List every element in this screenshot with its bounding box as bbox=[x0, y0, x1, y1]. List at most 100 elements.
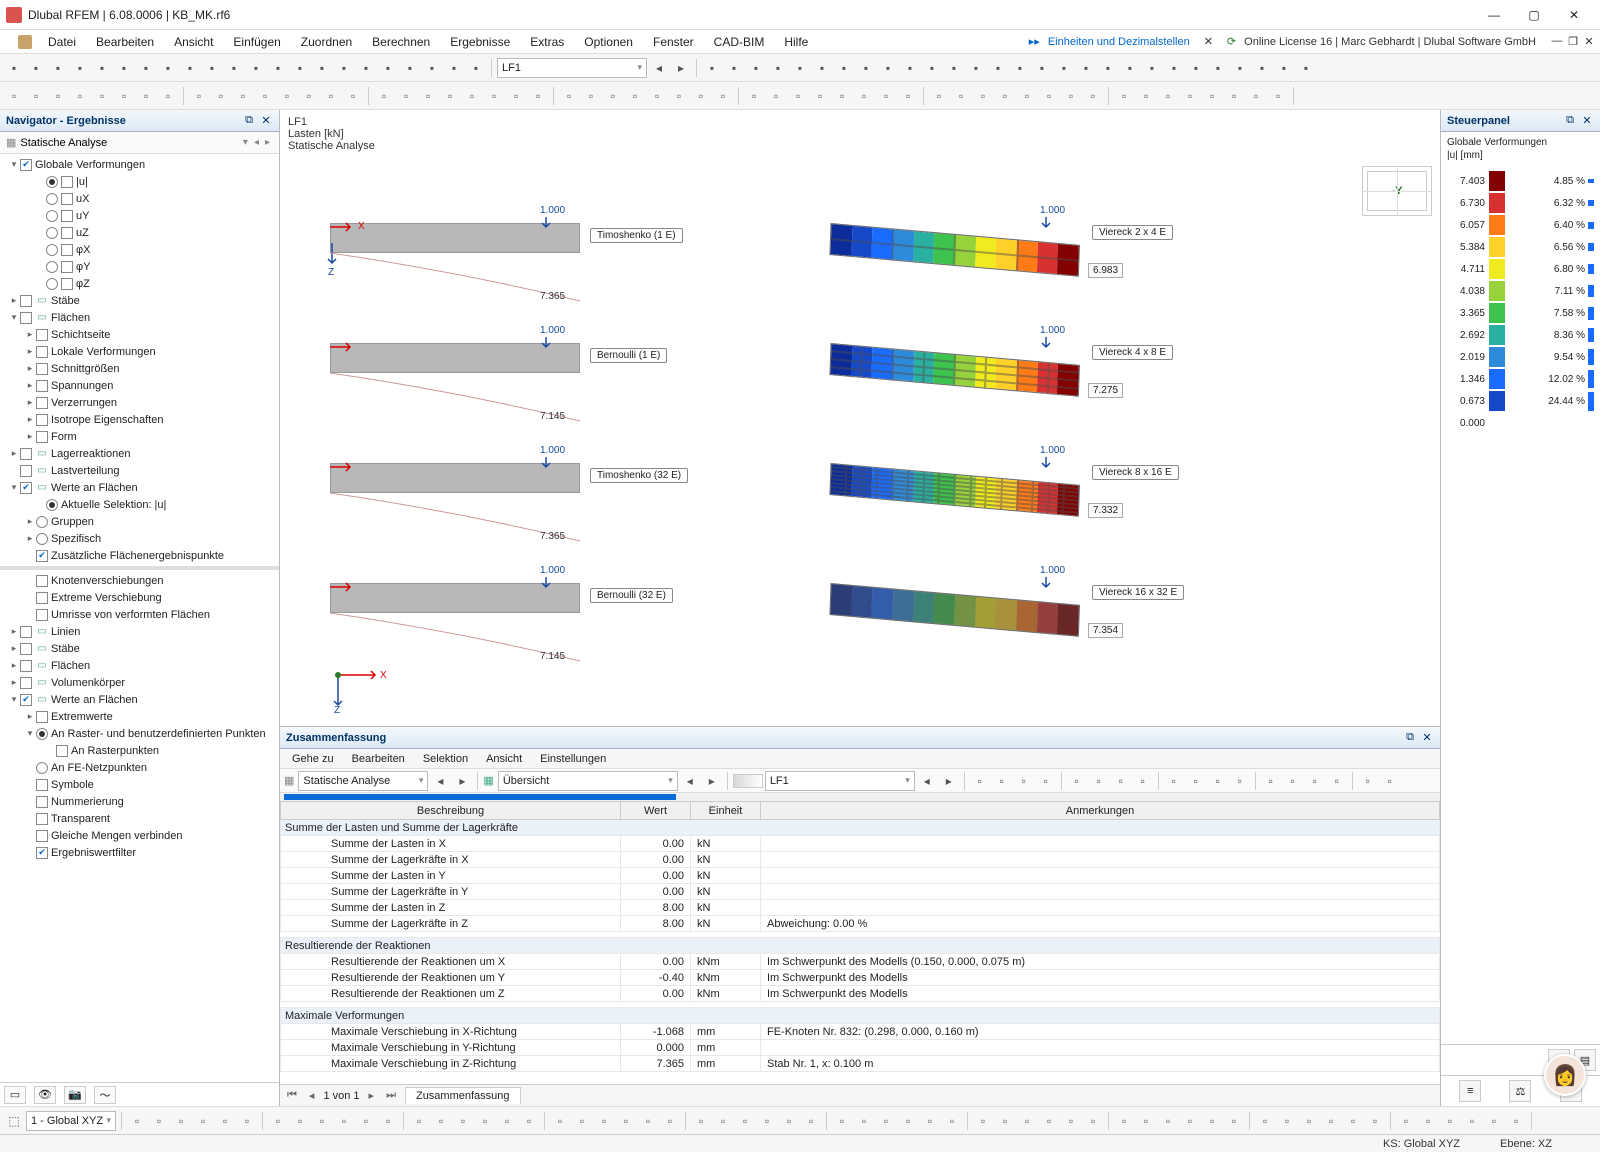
btm-btn-24[interactable]: ▫ bbox=[691, 1111, 711, 1131]
table-row[interactable]: Resultierende der Reaktionen um Z0.00kNm… bbox=[281, 986, 1440, 1002]
tb2-btn-44[interactable]: ▫ bbox=[1017, 86, 1037, 106]
tb2-btn-29[interactable]: ▫ bbox=[669, 86, 689, 106]
btm-btn-54[interactable]: ▫ bbox=[1396, 1111, 1416, 1131]
tb1-btn-b2[interactable]: ▪ bbox=[746, 58, 766, 78]
nav-pin[interactable]: ⧉ bbox=[242, 114, 256, 127]
table-row[interactable]: Maximale Verschiebung in X-Richtung-1.06… bbox=[281, 1024, 1440, 1040]
summary-close[interactable]: ✕ bbox=[1420, 731, 1434, 744]
btm-btn-36[interactable]: ▫ bbox=[973, 1111, 993, 1131]
tb2-btn-5[interactable]: ▫ bbox=[114, 86, 134, 106]
tree-item[interactable]: Transparent bbox=[0, 810, 279, 827]
summary-menu-bearbeiten[interactable]: Bearbeiten bbox=[344, 751, 413, 767]
tree-checkbox[interactable] bbox=[36, 813, 48, 825]
tree-item[interactable]: ▸Schichtseite bbox=[0, 326, 279, 343]
tree-checkbox[interactable] bbox=[61, 227, 73, 239]
tb2-btn-20[interactable]: ▫ bbox=[462, 86, 482, 106]
nav-combo-next[interactable]: ▸ bbox=[262, 137, 273, 148]
tree-item[interactable]: Nummerierung bbox=[0, 793, 279, 810]
tb2-btn-32[interactable]: ▫ bbox=[744, 86, 764, 106]
tree-checkbox[interactable] bbox=[20, 159, 32, 171]
page-prev[interactable]: ◂ bbox=[306, 1089, 318, 1102]
tb2-btn-48[interactable]: ▫ bbox=[1114, 86, 1134, 106]
stb-btn-12[interactable]: ▫ bbox=[1261, 771, 1281, 791]
units-close[interactable]: ✕ bbox=[1198, 35, 1219, 48]
tree-checkbox[interactable] bbox=[36, 329, 48, 341]
summary-menu-selektion[interactable]: Selektion bbox=[415, 751, 476, 767]
tree-item[interactable]: uX bbox=[0, 190, 279, 207]
tb1-btn-b13[interactable]: ▪ bbox=[988, 58, 1008, 78]
rpanel-close[interactable]: ✕ bbox=[1580, 114, 1594, 127]
table-row[interactable]: Maximale Verschiebung in Z-Richtung7.365… bbox=[281, 1056, 1440, 1072]
tb1-btn-b17[interactable]: ▪ bbox=[1076, 58, 1096, 78]
support-avatar[interactable]: 👩 bbox=[1544, 1054, 1586, 1096]
tb1-btn-b10[interactable]: ▪ bbox=[922, 58, 942, 78]
tb1-btn-b15[interactable]: ▪ bbox=[1032, 58, 1052, 78]
tb1-btn-18[interactable]: ▪ bbox=[400, 58, 420, 78]
tree-checkbox[interactable] bbox=[20, 643, 32, 655]
btm-btn-0[interactable]: ▫ bbox=[127, 1111, 147, 1131]
viewport[interactable]: LF1 Lasten [kN] Statische Analyse -Y 1.0… bbox=[280, 110, 1440, 726]
mdi-minimize[interactable]: — bbox=[1550, 35, 1564, 48]
tree-checkbox[interactable] bbox=[61, 193, 73, 205]
tree-item[interactable]: ▭Lastverteilung bbox=[0, 462, 279, 479]
tree-item[interactable]: Zusätzliche Flächenergebnispunkte bbox=[0, 547, 279, 564]
tb2-btn-25[interactable]: ▫ bbox=[581, 86, 601, 106]
tree-item[interactable]: ▸Lokale Verformungen bbox=[0, 343, 279, 360]
tree-checkbox[interactable] bbox=[20, 482, 32, 494]
tree-radio[interactable] bbox=[46, 278, 58, 290]
stb-btn-0[interactable]: ▫ bbox=[970, 771, 990, 791]
btm-btn-18[interactable]: ▫ bbox=[550, 1111, 570, 1131]
tree-radio[interactable] bbox=[36, 516, 48, 528]
btm-icon-1[interactable]: ⬚ bbox=[4, 1111, 24, 1131]
tree-radio[interactable] bbox=[46, 176, 58, 188]
tb2-btn-51[interactable]: ▫ bbox=[1180, 86, 1200, 106]
btm-btn-9[interactable]: ▫ bbox=[334, 1111, 354, 1131]
tb2-btn-30[interactable]: ▫ bbox=[691, 86, 711, 106]
sc3-prev[interactable]: ◂ bbox=[917, 771, 937, 791]
tb2-btn-35[interactable]: ▫ bbox=[810, 86, 830, 106]
tb2-btn-37[interactable]: ▫ bbox=[854, 86, 874, 106]
tree-item[interactable]: Umrisse von verformten Flächen bbox=[0, 606, 279, 623]
stb-btn-11[interactable]: ▫ bbox=[1230, 771, 1250, 791]
tb2-btn-41[interactable]: ▫ bbox=[951, 86, 971, 106]
menu-extras[interactable]: Extras bbox=[520, 32, 574, 52]
tree-radio[interactable] bbox=[46, 210, 58, 222]
table-row[interactable]: Summe der Lasten in Z8.00kN bbox=[281, 900, 1440, 916]
tree-item[interactable]: ▾An Raster- und benutzerdefinierten Punk… bbox=[0, 725, 279, 742]
stb-btn-7[interactable]: ▫ bbox=[1133, 771, 1153, 791]
btm-btn-40[interactable]: ▫ bbox=[1061, 1111, 1081, 1131]
btm-btn-32[interactable]: ▫ bbox=[876, 1111, 896, 1131]
tree-item[interactable]: ▸Verzerrungen bbox=[0, 394, 279, 411]
menu-datei[interactable]: Datei bbox=[38, 32, 86, 52]
tb2-btn-23[interactable]: ▫ bbox=[528, 86, 548, 106]
tree-checkbox[interactable] bbox=[36, 830, 48, 842]
tb1-btn-2[interactable]: ▪ bbox=[48, 58, 68, 78]
tree-item[interactable]: uY bbox=[0, 207, 279, 224]
menu-fenster[interactable]: Fenster bbox=[643, 32, 704, 52]
btm-btn-41[interactable]: ▫ bbox=[1083, 1111, 1103, 1131]
btm-btn-8[interactable]: ▫ bbox=[312, 1111, 332, 1131]
tb1-btn-6[interactable]: ▪ bbox=[136, 58, 156, 78]
btm-btn-58[interactable]: ▫ bbox=[1484, 1111, 1504, 1131]
tree-item[interactable]: Knotenverschiebungen bbox=[0, 572, 279, 589]
tb1-btn-b3[interactable]: ▪ bbox=[768, 58, 788, 78]
sc2-prev[interactable]: ◂ bbox=[680, 771, 700, 791]
page-last[interactable]: ⏭ bbox=[383, 1089, 399, 1102]
btm-btn-46[interactable]: ▫ bbox=[1202, 1111, 1222, 1131]
tree-radio[interactable] bbox=[46, 499, 58, 511]
btm-btn-45[interactable]: ▫ bbox=[1180, 1111, 1200, 1131]
btm-btn-22[interactable]: ▫ bbox=[638, 1111, 658, 1131]
table-row[interactable]: Resultierende der Reaktionen um Y-0.40kN… bbox=[281, 970, 1440, 986]
btm-btn-7[interactable]: ▫ bbox=[290, 1111, 310, 1131]
btm-btn-57[interactable]: ▫ bbox=[1462, 1111, 1482, 1131]
tree-radio[interactable] bbox=[46, 193, 58, 205]
stb-btn-16[interactable]: ▫ bbox=[1358, 771, 1378, 791]
lc-next[interactable]: ▸ bbox=[671, 58, 691, 78]
btm-btn-38[interactable]: ▫ bbox=[1017, 1111, 1037, 1131]
btm-btn-21[interactable]: ▫ bbox=[616, 1111, 636, 1131]
tree-item[interactable]: Gleiche Mengen verbinden bbox=[0, 827, 279, 844]
stb-btn-14[interactable]: ▫ bbox=[1305, 771, 1325, 791]
tree-checkbox[interactable] bbox=[20, 694, 32, 706]
tree-checkbox[interactable] bbox=[36, 431, 48, 443]
tb1-btn-17[interactable]: ▪ bbox=[378, 58, 398, 78]
